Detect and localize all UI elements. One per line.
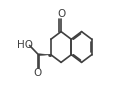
Polygon shape	[38, 54, 51, 56]
Text: O: O	[57, 9, 65, 19]
Text: HO: HO	[17, 40, 33, 50]
Text: O: O	[33, 68, 42, 78]
